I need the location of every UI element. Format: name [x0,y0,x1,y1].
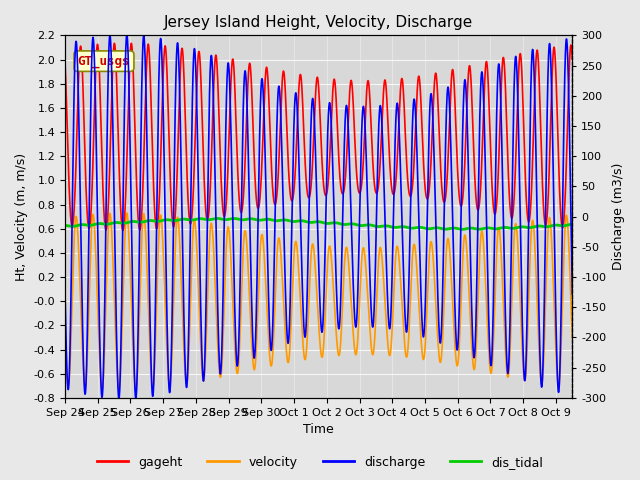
X-axis label: Time: Time [303,423,334,436]
velocity [553,369,561,374]
gageht [430,92,438,97]
velocity [123,210,131,216]
discharge [553,360,561,366]
discharge [528,57,536,63]
Line: gageht: gageht [65,43,572,230]
gageht [528,183,536,189]
Text: GT_usgs: GT_usgs [77,55,130,68]
discharge [568,291,576,297]
gageht [61,60,69,65]
Y-axis label: Ht, Velocity (m, m/s): Ht, Velocity (m, m/s) [15,153,28,281]
gageht [119,228,127,233]
dis_tidal [528,225,536,230]
gageht [568,57,576,62]
Y-axis label: Discharge (m3/s): Discharge (m3/s) [612,163,625,270]
velocity [303,350,310,356]
velocity [430,264,438,270]
dis_tidal [213,216,221,221]
discharge [303,319,310,325]
Legend: gageht, velocity, discharge, dis_tidal: gageht, velocity, discharge, dis_tidal [92,451,548,474]
gageht [127,40,135,46]
dis_tidal [430,225,438,231]
discharge [430,143,438,149]
discharge [123,32,131,37]
dis_tidal [61,223,69,228]
Line: discharge: discharge [65,35,572,399]
discharge [278,171,286,177]
gageht [278,75,286,81]
gageht [275,168,282,174]
dis_tidal [459,227,467,232]
Line: velocity: velocity [65,213,572,389]
velocity [278,278,286,284]
discharge [115,396,123,402]
dis_tidal [302,219,310,225]
dis_tidal [568,221,576,227]
velocity [61,334,69,340]
dis_tidal [275,218,282,224]
velocity [275,236,282,242]
dis_tidal [278,217,286,223]
Title: Jersey Island Height, Velocity, Discharge: Jersey Island Height, Velocity, Discharg… [164,15,474,30]
velocity [568,336,576,341]
dis_tidal [553,222,561,228]
Line: dis_tidal: dis_tidal [65,218,572,229]
velocity [528,222,536,228]
discharge [61,288,69,294]
gageht [303,179,310,185]
velocity [115,386,123,392]
discharge [275,86,282,92]
gageht [553,103,561,108]
